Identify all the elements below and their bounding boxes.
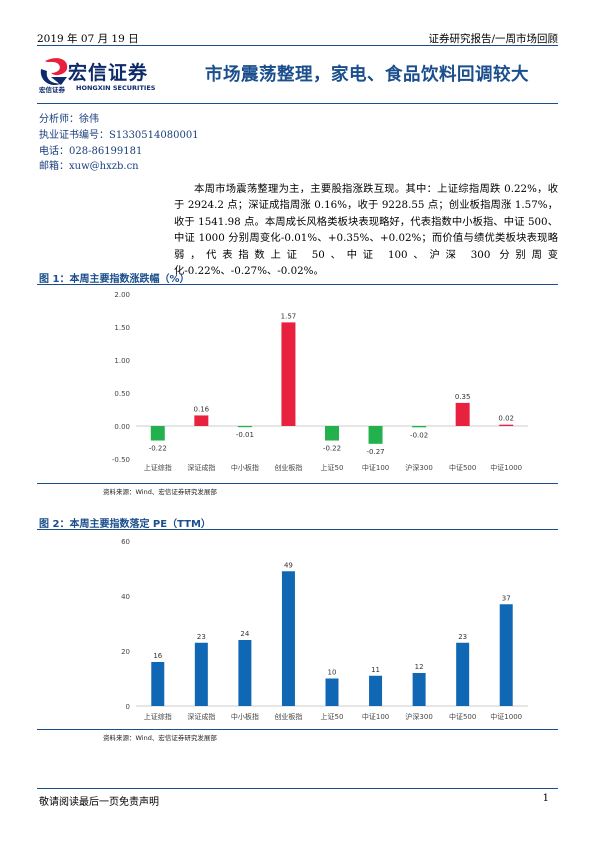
x-tick-label: 创业板指 xyxy=(274,712,302,721)
summary-paragraph: 本周市场震荡整理为主，主要股指涨跌互现。其中：上证综指周跌 0.22%，收于 2… xyxy=(174,181,558,279)
x-tick-label: 中证500 xyxy=(449,712,476,721)
data-label: 0.35 xyxy=(455,393,471,401)
x-tick-label: 创业板指 xyxy=(274,463,302,472)
bar xyxy=(368,426,383,444)
bar xyxy=(499,424,514,426)
figure1-chart: 2.00 1.50 1.00 0.50 0.00 -0.50 -0.22 上证综指 0.16 深证… xyxy=(112,291,528,472)
figure2-title: 图 2：本周主要指数落定 PE（TTM） xyxy=(39,519,211,530)
data-label: 12 xyxy=(415,663,424,671)
y-tick-label: 40 xyxy=(121,593,130,601)
bar xyxy=(499,604,513,706)
x-tick-label: 沪深300 xyxy=(405,463,432,472)
x-tick-label: 沪深300 xyxy=(405,712,432,721)
x-tick-label: 中小板指 xyxy=(231,463,259,472)
y-tick-label: 1.00 xyxy=(114,357,130,365)
data-label: 23 xyxy=(197,633,206,641)
data-label: 0.02 xyxy=(498,415,514,423)
x-tick-label: 中证1000 xyxy=(490,712,522,721)
y-tick-label: 0 xyxy=(126,703,130,711)
x-tick-label: 中证100 xyxy=(362,712,389,721)
x-tick-label: 深证成指 xyxy=(187,463,215,472)
logo-name: 宏信证券 xyxy=(68,62,149,84)
data-label: 0.16 xyxy=(194,405,210,413)
bar xyxy=(238,640,252,706)
report-category: 证券研究报告/一周市场回顾 xyxy=(428,33,558,45)
data-label: 49 xyxy=(284,561,293,569)
y-tick-label: 60 xyxy=(121,538,130,546)
bar xyxy=(325,426,339,441)
footer-disclaimer: 敬请阅读最后一页免责声明 xyxy=(39,797,159,808)
bar xyxy=(369,675,383,706)
bar xyxy=(325,678,339,706)
data-label: 11 xyxy=(371,666,380,674)
data-label: 16 xyxy=(153,652,162,660)
summary-text: 本周市场震荡整理为主，主要股指涨跌互现。其中：上证综指周跌 0.22%，收于 2… xyxy=(174,183,558,278)
company-logo-icon xyxy=(40,58,68,86)
x-tick-label: 中证500 xyxy=(449,463,476,472)
y-tick-label: 2.00 xyxy=(114,291,130,299)
data-label: 37 xyxy=(502,594,511,602)
title-divider xyxy=(37,103,558,105)
analyst-email: 邮箱：xuw@hxzb.cn xyxy=(39,161,139,173)
y-tick-label: 20 xyxy=(121,648,130,656)
bar xyxy=(194,642,208,706)
data-label: -0.02 xyxy=(410,431,428,439)
bar xyxy=(281,571,295,706)
y-tick-label: 0.50 xyxy=(114,390,130,398)
footer-divider xyxy=(37,788,558,789)
data-label: -0.22 xyxy=(323,445,341,453)
x-tick-label: 上证50 xyxy=(321,712,344,721)
x-tick-label: 中小板指 xyxy=(231,712,259,721)
x-tick-label: 上证综指 xyxy=(144,463,172,472)
x-tick-label: 上证50 xyxy=(321,463,344,472)
data-label: 23 xyxy=(458,633,467,641)
bar xyxy=(412,673,426,706)
figure2-chart: 60 40 20 0 16 上证综指 23 深证成指 24 中小板指 49 创业板指 10 上证50 11 中… xyxy=(121,538,528,721)
figure2-bottom-line xyxy=(37,729,558,730)
x-tick-label: 上证综指 xyxy=(144,712,172,721)
x-tick-label: 深证成指 xyxy=(187,712,215,721)
analyst-phone: 电话：028-86199181 xyxy=(39,145,143,157)
header-divider xyxy=(37,45,558,47)
bar xyxy=(151,662,165,706)
bar xyxy=(150,426,165,441)
bar xyxy=(194,415,209,426)
y-tick-label: 1.50 xyxy=(114,324,130,332)
data-label: -0.22 xyxy=(149,445,167,453)
data-label: -0.01 xyxy=(236,431,254,439)
figure1-source: 资料来源：Wind、宏信证券研究发展部 xyxy=(103,488,217,496)
y-tick-label: 0.00 xyxy=(114,423,130,431)
analyst-license: 执业证书编号：S1330514080001 xyxy=(39,129,199,141)
x-tick-label: 中证1000 xyxy=(490,463,522,472)
figure1-bottom-line xyxy=(37,483,558,484)
data-label: -0.27 xyxy=(366,448,384,456)
y-tick-label: -0.50 xyxy=(112,456,130,464)
data-label: 1.57 xyxy=(281,312,297,320)
data-label: 24 xyxy=(240,630,249,638)
report-title: 市场震荡整理，家电、食品饮料回调较大 xyxy=(205,65,529,85)
bar xyxy=(237,426,252,428)
data-label: 10 xyxy=(328,669,337,677)
report-date: 2019 年 07 月 19 日 xyxy=(37,33,139,45)
x-tick-label: 中证100 xyxy=(362,463,389,472)
bar xyxy=(281,322,296,426)
figure1-title: 图 1：本周主要指数涨跌幅（%） xyxy=(39,274,190,285)
figure2-top-line xyxy=(37,529,558,530)
bar xyxy=(412,426,427,428)
bar xyxy=(455,402,470,426)
page-number: 1 xyxy=(542,793,549,804)
figure2-source: 资料来源：Wind、宏信证券研究发展部 xyxy=(103,734,217,742)
logo-subtitle-cn: 宏信证券 xyxy=(39,86,65,94)
bar xyxy=(456,642,470,706)
analyst-info: 分析师：徐伟 执业证书编号：S1330514080001 电话：028-8619… xyxy=(39,112,199,175)
analyst-name: 分析师：徐伟 xyxy=(39,114,99,125)
logo-subtitle-en: HONGXIN SECURITIES xyxy=(76,84,156,92)
figure1-top-line xyxy=(37,284,558,285)
